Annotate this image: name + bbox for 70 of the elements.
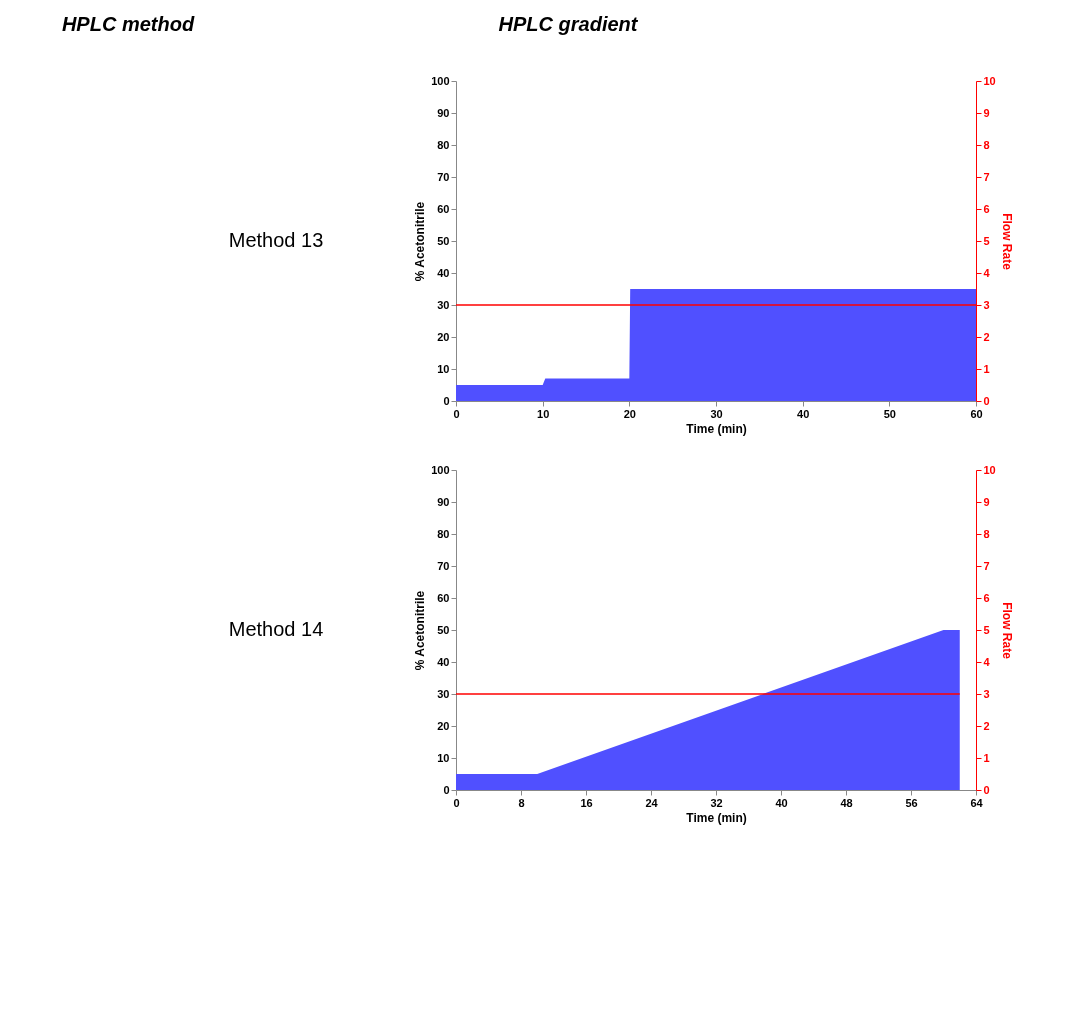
x-tick-label: 20 [623,407,636,420]
x-tick-label: 60 [970,407,983,420]
y2-tick-label: 10 [983,74,996,87]
y2-axis-title: Flow Rate [999,602,1014,660]
y2-tick-label: 8 [983,527,990,540]
y-tick-label: 30 [437,687,450,700]
x-tick-label: 24 [645,796,659,809]
y-tick-label: 20 [437,719,450,732]
x-tick-label: 0 [453,407,460,420]
x-tick-label: 8 [518,796,525,809]
y-tick-label: 60 [437,202,450,215]
y2-tick-label: 9 [983,495,990,508]
y-tick-label: 10 [437,362,450,375]
text: Method 13 [228,229,324,251]
y-axis-title: % Acetonitrile [413,201,428,282]
y-tick-label: 90 [437,106,450,119]
y-axis-title: % Acetonitrile [413,590,428,671]
x-tick-label: 0 [453,796,460,809]
y-tick-label: 50 [437,234,450,247]
y2-tick-label: 10 [983,463,996,476]
y2-tick-label: 1 [983,751,990,764]
y-tick-label: 100 [431,74,450,87]
y-tick-label: 0 [443,783,450,796]
text: HPLC gradient [498,13,639,35]
y-tick-label: 40 [437,655,450,668]
y-tick-label: 0 [443,394,450,407]
x-tick-label: 56 [905,796,918,809]
y-tick-label: 50 [437,623,450,636]
y2-tick-label: 9 [983,106,990,119]
y2-tick-label: 4 [983,266,991,279]
y-tick-label: 90 [437,495,450,508]
y2-tick-label: 1 [983,362,990,375]
y-tick-label: 80 [437,527,450,540]
y-tick-label: 10 [437,751,450,764]
y2-tick-label: 3 [983,687,990,700]
x-tick-label: 16 [580,796,593,809]
x-tick-label: 40 [775,796,788,809]
x-tick-label: 40 [797,407,810,420]
y2-axis-title: Flow Rate [999,213,1014,271]
y2-tick-label: 7 [983,170,990,183]
y-tick-label: 70 [437,559,450,572]
y-tick-label: 40 [437,266,450,279]
y2-tick-label: 4 [983,655,991,668]
y2-tick-label: 8 [983,138,990,151]
text: HPLC method [61,13,195,35]
y2-tick-label: 2 [983,330,990,343]
y-tick-label: 60 [437,591,450,604]
x-tick-label: 10 [537,407,550,420]
x-tick-label: 64 [970,796,984,809]
x-tick-label: 32 [710,796,723,809]
y-tick-label: 70 [437,170,450,183]
y2-tick-label: 0 [983,394,990,407]
y2-tick-label: 3 [983,298,990,311]
x-tick-label: 50 [883,407,896,420]
y2-tick-label: 6 [983,591,990,604]
y-tick-label: 100 [431,463,450,476]
y-tick-label: 20 [437,330,450,343]
y-tick-label: 80 [437,138,450,151]
x-axis-title: Time (min) [686,810,747,825]
y2-tick-label: 2 [983,719,990,732]
x-tick-label: 48 [840,796,853,809]
y2-tick-label: 5 [983,234,990,247]
y2-tick-label: 7 [983,559,990,572]
y-tick-label: 30 [437,298,450,311]
x-tick-label: 30 [710,407,723,420]
y2-tick-label: 5 [983,623,990,636]
x-axis-title: Time (min) [686,421,747,436]
text: Method 14 [228,618,324,640]
y2-tick-label: 6 [983,202,990,215]
y2-tick-label: 0 [983,783,990,796]
